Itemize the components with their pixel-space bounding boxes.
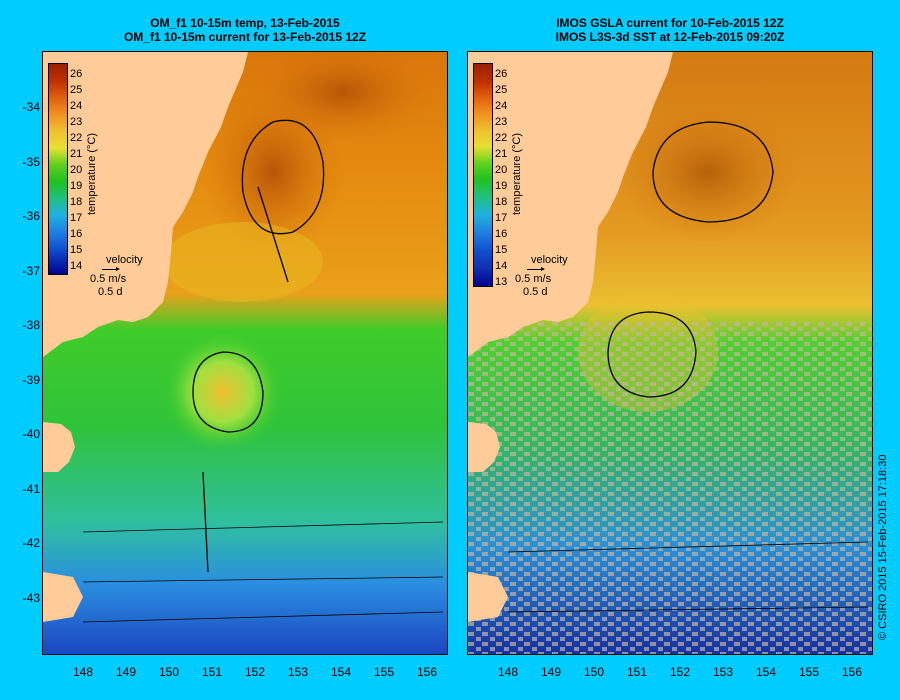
left-colorbar [48,63,68,275]
left-cbar-tick-19: 19 [70,180,83,192]
x-tick-label: 155 [798,665,820,679]
y-tick-label: -41 [22,482,40,496]
x-tick-label: 154 [755,665,777,679]
left-cbar-tick-25: 25 [70,84,83,96]
right-map-panel [467,51,873,655]
right-land-mainland [468,52,673,357]
x-tick-label: 155 [373,665,395,679]
left-cbar-tick-26: 26 [70,68,83,80]
left-land-island [43,422,75,472]
right-cbar-tick-21: 21 [495,148,508,160]
y-tick-label: -38 [22,318,40,332]
x-tick-label: 150 [583,665,605,679]
right-colorbar [473,63,493,287]
right-cbar-tick-22: 22 [495,132,508,144]
right-title-line1: IMOS GSLA current for 10-Feb-2015 12Z [556,16,784,30]
x-tick-label: 152 [244,665,266,679]
right-cbar-tick-18: 18 [495,196,508,208]
right-velocity-speed: 0.5 m/s [515,273,552,285]
right-cbar-tick-25: 25 [495,84,508,96]
right-cbar-tick-19: 19 [495,180,508,192]
right-cbar-tick-23: 23 [495,116,508,128]
left-land-tasmania [43,572,83,622]
left-cbar-tick-17: 17 [70,212,83,224]
right-cbar-tick-15: 15 [495,244,508,256]
left-map-panel [42,51,448,655]
y-tick-label: -40 [22,427,40,441]
left-eddy-ring [163,332,283,452]
x-tick-label: 156 [416,665,438,679]
x-tick-label: 153 [287,665,309,679]
right-map-svg [468,52,872,654]
right-cbar-tick-17: 17 [495,212,508,224]
right-velocity-time: 0.5 d [523,286,548,298]
copyright-timestamp: © CSIRO 2015 15-Feb-2015 17:18:30 [877,454,889,640]
x-tick-label: 151 [626,665,648,679]
right-cbar-tick-13: 13 [495,276,508,288]
right-title-line2: IMOS L3S-3d SST at 12-Feb-2015 09:20Z [555,30,785,44]
right-cbar-tick-26: 26 [495,68,508,80]
left-cbar-tick-20: 20 [70,164,83,176]
right-panel-title: IMOS GSLA current for 10-Feb-2015 12Z IM… [467,16,873,44]
y-tick-label: -36 [22,209,40,223]
left-cbar-tick-21: 21 [70,148,83,160]
left-colorbar-title: temperature (°C) [86,132,98,215]
left-cbar-tick-22: 22 [70,132,83,144]
right-colorbar-title: temperature (°C) [511,132,523,215]
left-velocity-legend: velocity 0.5 m/s 0.5 d [90,254,143,299]
left-current-vectors [82,119,444,623]
x-tick-label: 149 [540,665,562,679]
right-cbar-tick-14: 14 [495,260,508,272]
x-tick-label: 149 [115,665,137,679]
left-cbar-tick-15: 15 [70,244,83,256]
y-tick-label: -35 [22,155,40,169]
right-land-tasmania [468,572,508,622]
left-velocity-time: 0.5 d [98,286,123,298]
left-cbar-tick-18: 18 [70,196,83,208]
y-tick-label: -42 [22,536,40,550]
x-tick-label: 154 [330,665,352,679]
x-tick-label: 151 [201,665,223,679]
left-cbar-tick-16: 16 [70,228,83,240]
left-cbar-tick-24: 24 [70,100,83,112]
left-velocity-speed: 0.5 m/s [90,273,127,285]
left-warm-core [253,52,433,142]
right-velocity-label: velocity [531,254,568,266]
x-tick-label: 152 [669,665,691,679]
y-tick-label: -34 [22,100,40,114]
left-map-svg [43,52,447,654]
left-cbar-tick-14: 14 [70,260,83,272]
right-cbar-tick-24: 24 [495,100,508,112]
right-land-island [468,422,500,472]
right-velocity-legend: velocity 0.5 m/s 0.5 d [515,254,568,299]
left-title-line2: OM_f1 10-15m current for 13-Feb-2015 12Z [123,30,367,44]
y-tick-label: -37 [22,264,40,278]
x-tick-label: 156 [841,665,863,679]
y-tick-label: -39 [22,373,40,387]
left-land-mainland [43,52,248,357]
left-cbar-tick-23: 23 [70,116,83,128]
x-tick-label: 153 [712,665,734,679]
right-cbar-tick-16: 16 [495,228,508,240]
left-title-line1: OM_f1 10-15m temp, 13-Feb-2015 [150,16,340,30]
right-warm-eddy [618,102,798,242]
right-velocity-arrow-icon [515,267,568,273]
left-velocity-label: velocity [106,254,143,266]
left-velocity-arrow-icon [90,267,143,273]
right-cloud-mask [468,322,872,654]
left-front [163,222,323,302]
x-tick-label: 148 [497,665,519,679]
right-current-vectors [507,121,869,613]
right-cbar-tick-20: 20 [495,164,508,176]
x-tick-label: 150 [158,665,180,679]
x-tick-label: 148 [72,665,94,679]
y-tick-label: -43 [22,591,40,605]
left-panel-title: OM_f1 10-15m temp, 13-Feb-2015 OM_f1 10-… [42,16,448,44]
